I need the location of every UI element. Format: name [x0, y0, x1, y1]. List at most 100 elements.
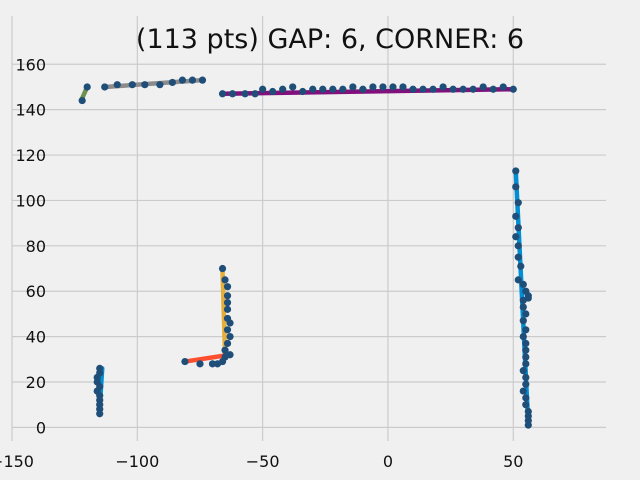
- x-tick-label: −100: [115, 452, 159, 471]
- data-point: [519, 280, 527, 289]
- data-point: [208, 360, 217, 368]
- y-tick-label: 0: [36, 418, 46, 437]
- data-point: [489, 85, 497, 93]
- data-point: [168, 78, 177, 87]
- data-point: [181, 357, 189, 366]
- data-point: [156, 81, 164, 89]
- data-point: [519, 317, 527, 325]
- data-point: [128, 81, 136, 89]
- data-point: [514, 253, 522, 261]
- data-point: [522, 326, 530, 334]
- data-point: [226, 333, 234, 341]
- data-point: [512, 212, 520, 220]
- data-point: [522, 401, 530, 409]
- x-tick-label: −50: [246, 452, 280, 471]
- y-tick-label: 20: [26, 373, 46, 392]
- data-point: [519, 303, 527, 311]
- data-point: [514, 276, 522, 284]
- data-point: [101, 83, 109, 91]
- data-point: [218, 264, 227, 273]
- data-point: [479, 83, 487, 91]
- data-point: [223, 339, 232, 348]
- data-point: [221, 346, 229, 354]
- data-point: [213, 360, 222, 368]
- data-point: [83, 83, 91, 91]
- y-tick-label: 160: [15, 55, 46, 74]
- data-point: [522, 353, 530, 361]
- data-point: [141, 81, 149, 89]
- data-point: [399, 83, 407, 91]
- data-points: [78, 76, 532, 429]
- y-tick-label: 40: [26, 328, 46, 347]
- y-tick-label: 100: [15, 191, 46, 210]
- data-point: [512, 233, 520, 241]
- y-tick-label: 120: [15, 146, 46, 165]
- data-point: [519, 333, 527, 341]
- data-point: [78, 96, 86, 105]
- data-point: [517, 262, 525, 270]
- data-point: [299, 87, 307, 96]
- y-axis-ticks: 0 20 40 60 80 100 120 140 160: [15, 55, 46, 437]
- data-point: [522, 346, 530, 354]
- data-point: [269, 87, 277, 96]
- y-tick-label: 60: [26, 282, 46, 301]
- data-point: [198, 76, 207, 84]
- data-point: [359, 85, 367, 93]
- data-point: [522, 360, 530, 368]
- data-point: [512, 183, 520, 191]
- data-point: [514, 199, 522, 207]
- data-point: [379, 83, 387, 91]
- data-point: [259, 85, 267, 93]
- data-point: [514, 224, 522, 232]
- data-point: [509, 85, 517, 93]
- data-point: [339, 85, 347, 93]
- data-point: [223, 305, 232, 313]
- fitted-segment: [102, 77, 205, 90]
- data-point: [522, 310, 530, 318]
- x-tick-label: 0: [383, 452, 393, 471]
- data-point: [519, 367, 527, 375]
- data-point: [226, 351, 234, 359]
- data-point: [459, 85, 467, 93]
- data-point: [309, 85, 317, 93]
- data-point: [178, 76, 187, 84]
- data-point: [522, 394, 530, 402]
- data-point: [419, 85, 427, 93]
- chart-title: (113 pts) GAP: 6, CORNER: 6: [136, 24, 524, 55]
- data-point: [226, 319, 234, 327]
- data-point: [329, 85, 337, 93]
- fitted-segment: [220, 268, 228, 358]
- data-point: [522, 373, 530, 382]
- data-point: [218, 90, 227, 98]
- data-point: [188, 76, 197, 84]
- fitted-segments: [79, 77, 531, 428]
- data-point: [512, 167, 520, 175]
- y-tick-label: 140: [15, 101, 46, 120]
- data-point: [522, 339, 530, 348]
- data-point: [196, 360, 204, 368]
- data-point: [524, 421, 532, 429]
- data-point: [519, 387, 527, 395]
- data-point: [449, 85, 457, 93]
- data-point: [319, 85, 327, 93]
- data-point: [223, 298, 232, 307]
- data-point: [221, 276, 229, 284]
- data-point: [349, 83, 357, 91]
- data-point: [389, 83, 397, 91]
- data-point: [429, 85, 437, 93]
- data-point: [223, 283, 232, 291]
- data-point: [289, 83, 297, 91]
- data-point: [409, 85, 417, 93]
- data-point: [228, 90, 237, 98]
- y-tick-label: 80: [26, 237, 46, 256]
- data-point: [223, 326, 232, 334]
- data-point: [241, 90, 249, 98]
- data-point: [279, 85, 287, 93]
- data-point: [522, 380, 530, 388]
- data-point: [499, 83, 507, 91]
- data-point: [439, 83, 447, 91]
- x-tick-label: 50: [503, 452, 523, 471]
- data-point: [469, 85, 477, 93]
- data-point: [519, 296, 527, 304]
